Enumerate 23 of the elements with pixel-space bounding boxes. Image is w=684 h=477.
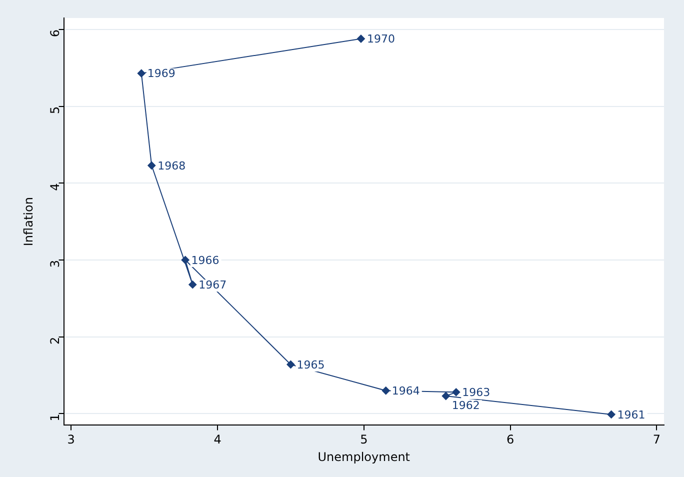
x-tick-label: 7 bbox=[652, 432, 660, 447]
y-axis-title: Inflation bbox=[21, 197, 36, 246]
annotation: 1966 bbox=[191, 254, 220, 267]
annotation: 1967 bbox=[198, 278, 227, 292]
y-tick-label: 4 bbox=[48, 183, 62, 191]
y-tick-label: 5 bbox=[48, 106, 62, 114]
annotation: 1962 bbox=[452, 398, 480, 412]
x-tick-label: 5 bbox=[360, 432, 368, 447]
annotation: 1968 bbox=[158, 159, 186, 172]
y-tick-label: 1 bbox=[48, 414, 62, 422]
x-axis-title: Unemployment bbox=[318, 450, 410, 464]
x-tick-label: 4 bbox=[214, 432, 222, 447]
y-tick-label: 3 bbox=[48, 260, 62, 268]
annotation: 1961 bbox=[617, 408, 646, 422]
y-tick-label: 2 bbox=[48, 336, 62, 344]
annotation: 1969 bbox=[147, 67, 176, 80]
annotation: 1965 bbox=[296, 358, 325, 372]
x-tick-label: 3 bbox=[67, 432, 75, 447]
annotation: 1970 bbox=[366, 32, 395, 46]
x-tick-label: 6 bbox=[506, 432, 514, 447]
annotation: 1963 bbox=[462, 386, 490, 400]
y-tick-label: 6 bbox=[48, 30, 62, 38]
annotation: 1964 bbox=[392, 384, 420, 398]
